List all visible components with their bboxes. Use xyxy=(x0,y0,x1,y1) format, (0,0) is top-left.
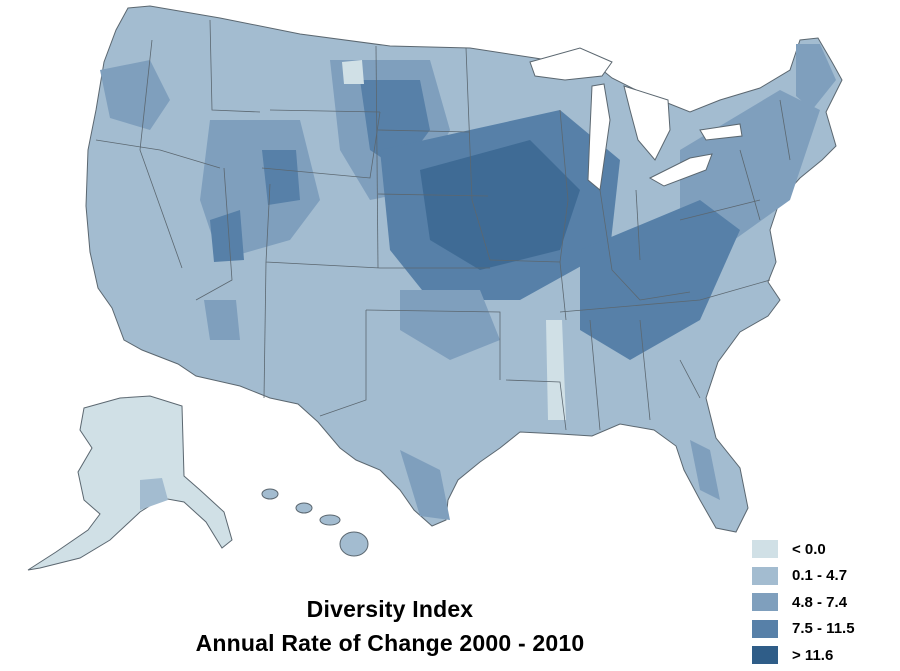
midwest-core xyxy=(420,140,580,270)
map-title: Diversity Index Annual Rate of Change 20… xyxy=(130,592,650,660)
montana-light-patch xyxy=(342,60,364,84)
lake-erie xyxy=(648,153,713,187)
hawaii-inset xyxy=(261,488,369,557)
border-line xyxy=(635,189,641,261)
south-texas-cluster xyxy=(400,450,450,520)
border-line xyxy=(139,39,183,269)
legend-item: 7.5 - 11.5 xyxy=(752,618,892,640)
border-line xyxy=(377,193,489,197)
border-line xyxy=(679,199,761,221)
appalachia-cluster xyxy=(580,200,740,360)
legend-label: 4.8 - 7.4 xyxy=(792,593,848,611)
florida-cluster xyxy=(690,440,720,500)
border-line xyxy=(375,45,379,269)
great-lakes xyxy=(529,47,743,191)
legend-swatch xyxy=(752,646,778,664)
border-line xyxy=(559,109,569,263)
border-line xyxy=(639,319,651,421)
legend-label: < 0.0 xyxy=(792,540,826,558)
alaska-inset xyxy=(27,395,233,571)
border-line xyxy=(319,310,367,417)
border-line xyxy=(739,149,761,221)
border-line xyxy=(195,167,233,301)
border-line xyxy=(589,319,601,431)
maine-cluster xyxy=(796,44,836,110)
border-line xyxy=(209,19,261,113)
legend-label: 7.5 - 11.5 xyxy=(792,620,855,637)
legend-swatch xyxy=(752,593,778,611)
legend-label: 0.1 - 4.7 xyxy=(792,567,848,584)
legend-swatch xyxy=(752,566,778,585)
alaska-southeast-cluster xyxy=(140,478,168,510)
wyoming-core xyxy=(262,150,300,205)
legend-item: 4.8 - 7.4 xyxy=(752,591,892,613)
county-clusters xyxy=(100,44,836,520)
border-line xyxy=(365,309,501,380)
border-line xyxy=(679,359,701,399)
lake-ontario xyxy=(699,123,743,141)
hawaii-island-oahu xyxy=(295,502,313,514)
legend-swatch xyxy=(752,540,778,558)
pacific-northwest-cluster xyxy=(100,60,170,130)
title-line-2: Annual Rate of Change 2000 - 2010 xyxy=(195,630,585,656)
border-line xyxy=(559,279,771,313)
legend-swatch xyxy=(752,619,778,638)
legend-item: > 11.6 xyxy=(752,644,892,666)
mississippi-light-strip xyxy=(546,320,566,420)
border-line xyxy=(465,47,491,261)
border-line xyxy=(263,261,267,399)
border-line xyxy=(377,129,471,133)
lake-superior xyxy=(529,47,613,81)
border-line xyxy=(95,139,221,169)
title-line-1: Diversity Index xyxy=(306,596,474,622)
border-line xyxy=(779,99,791,161)
hawaii-island-kauai xyxy=(261,488,279,500)
utah-cluster xyxy=(210,210,244,262)
legend: < 0.0 0.1 - 4.7 4.8 - 7.4 7.5 - 11.5 > 1… xyxy=(752,538,892,671)
border-line xyxy=(269,109,381,113)
legend-item: < 0.0 xyxy=(752,538,892,560)
state-borders xyxy=(95,19,791,431)
lake-huron xyxy=(623,85,671,161)
legend-label: > 11.6 xyxy=(792,646,834,664)
hawaii-island-big xyxy=(339,531,369,557)
south-central-cluster xyxy=(400,290,500,360)
arizona-cluster xyxy=(204,300,240,340)
border-line xyxy=(505,379,567,431)
hawaii-island-maui xyxy=(319,514,341,526)
border-line xyxy=(599,189,691,301)
legend-item: 0.1 - 4.7 xyxy=(752,565,892,587)
